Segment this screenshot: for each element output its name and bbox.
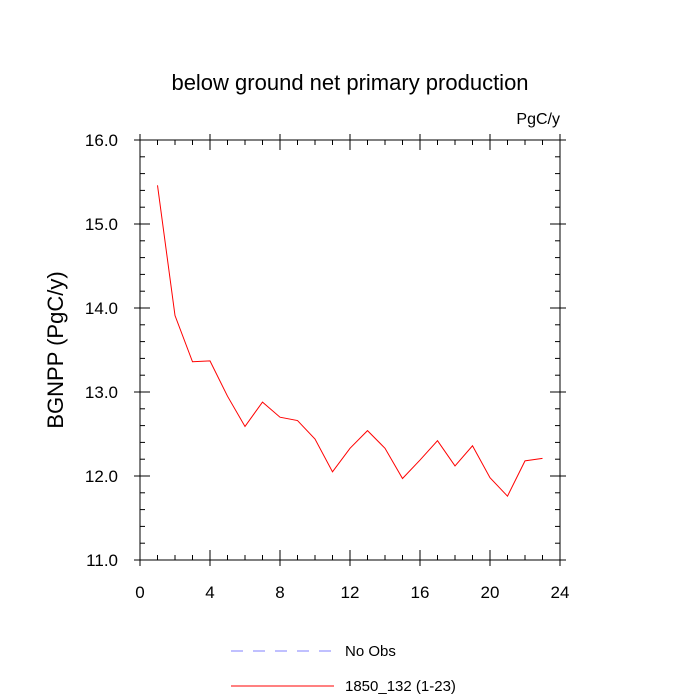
series-line [157,185,543,498]
units-label: PgC/y [516,111,560,128]
x-tick-label: 24 [551,583,570,602]
x-tick-label: 16 [411,583,430,602]
y-tick-label: 13.0 [85,383,118,402]
plot-frame [139,139,561,561]
legend-label: 1850_132 (1-23) [345,678,456,695]
x-tick-label: 20 [481,583,500,602]
plot-area: 0 4 8 12 16 20 24 11.0 12.0 13.0 14.0 15.0 16.0 [85,131,570,602]
y-tick-label: 11.0 [86,551,118,570]
x-tick-label: 12 [341,583,360,602]
y-axis-label: BGNPP (PgC/y) [43,271,68,428]
x-tick-label: 4 [205,583,214,602]
y-tick-label: 15.0 [85,215,118,234]
legend: No Obs 1850_132 (1-23) [231,643,456,695]
chart-title: below ground net primary production [171,70,528,95]
y-tick-label: 16.0 [85,131,118,150]
y-tick-label: 14.0 [85,299,118,318]
y-tick-label: 12.0 [85,467,118,486]
x-tick-label: 8 [275,583,284,602]
x-tick-label: 0 [135,583,144,602]
legend-label: No Obs [345,643,396,660]
